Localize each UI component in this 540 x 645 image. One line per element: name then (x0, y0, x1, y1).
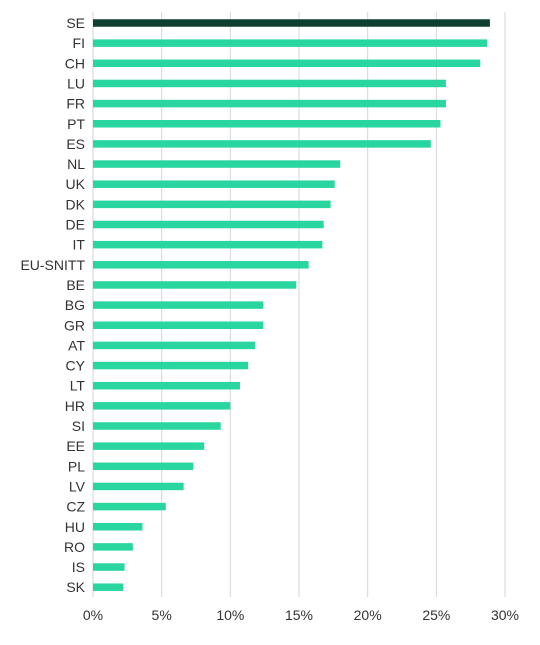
category-label: GR (64, 317, 85, 333)
bar-uk (93, 180, 335, 188)
bar-de (93, 220, 324, 229)
x-tick-label: 5% (152, 607, 172, 623)
category-label: HR (65, 398, 85, 414)
bar-dk (93, 200, 331, 209)
category-label: LU (67, 75, 85, 91)
bar-lu (93, 79, 446, 88)
x-tick-label: 20% (354, 607, 382, 623)
category-label: HU (65, 519, 85, 535)
bar-fr (93, 99, 446, 108)
bar-sk (93, 583, 124, 591)
bar-lv (93, 482, 184, 491)
bar-pt (93, 120, 441, 128)
category-label: CY (66, 358, 86, 374)
category-label: FI (73, 35, 85, 51)
category-label: AT (68, 337, 85, 353)
bar-cy (93, 361, 249, 370)
category-label: CZ (66, 499, 85, 515)
category-label: CH (65, 55, 85, 71)
bar-es (93, 140, 431, 148)
bar-be (93, 281, 297, 289)
category-label: BG (65, 297, 85, 313)
x-axis-tick-labels: 0% 5% 10% 15% 20% 25% 30% (83, 607, 519, 623)
category-label: FR (66, 96, 85, 112)
category-label: EU-SNITT (20, 257, 85, 273)
category-label: IT (73, 237, 86, 253)
category-label: SK (66, 579, 85, 595)
category-label: SI (72, 418, 85, 434)
bar-gr (93, 321, 264, 329)
bar-is (93, 563, 125, 571)
category-label: LT (70, 378, 86, 394)
category-label: IS (72, 559, 85, 575)
category-label: DE (66, 217, 85, 233)
bar-lt (93, 381, 240, 390)
category-label: ES (66, 136, 85, 152)
bar-fi (93, 39, 488, 47)
x-tick-label: 30% (491, 607, 519, 623)
bar-si (93, 422, 221, 430)
category-label: SE (66, 15, 85, 31)
bar-hr (93, 402, 231, 410)
category-label: LV (69, 478, 86, 494)
category-label: BE (66, 277, 85, 293)
bar-pl (93, 462, 194, 471)
bar-ro (93, 543, 133, 551)
x-tick-label: 15% (285, 607, 313, 623)
category-labels: SE FI CH LU FR PT ES NL UK DK DE IT EU-SNITT BE BG GR AT… (20, 15, 85, 595)
x-tick-label: 0% (83, 607, 103, 623)
category-label: RO (64, 539, 85, 555)
category-label: UK (66, 176, 86, 192)
bar-ch (93, 59, 481, 68)
category-label: PL (68, 458, 85, 474)
bar-at (93, 341, 256, 350)
bar-it (93, 240, 323, 249)
bar-nl (93, 160, 341, 168)
category-label: DK (66, 196, 86, 212)
bar-ee (93, 442, 205, 450)
bar-bg (93, 301, 264, 309)
category-label: NL (67, 156, 85, 172)
bars (93, 19, 490, 591)
bar-se (93, 19, 490, 27)
bar-cz (93, 502, 166, 511)
x-tick-label: 25% (422, 607, 450, 623)
bar-hu (93, 523, 143, 531)
category-label: EE (66, 438, 85, 454)
category-label: PT (67, 116, 85, 132)
x-tick-label: 10% (216, 607, 244, 623)
bar-eu-snitt (93, 261, 309, 269)
